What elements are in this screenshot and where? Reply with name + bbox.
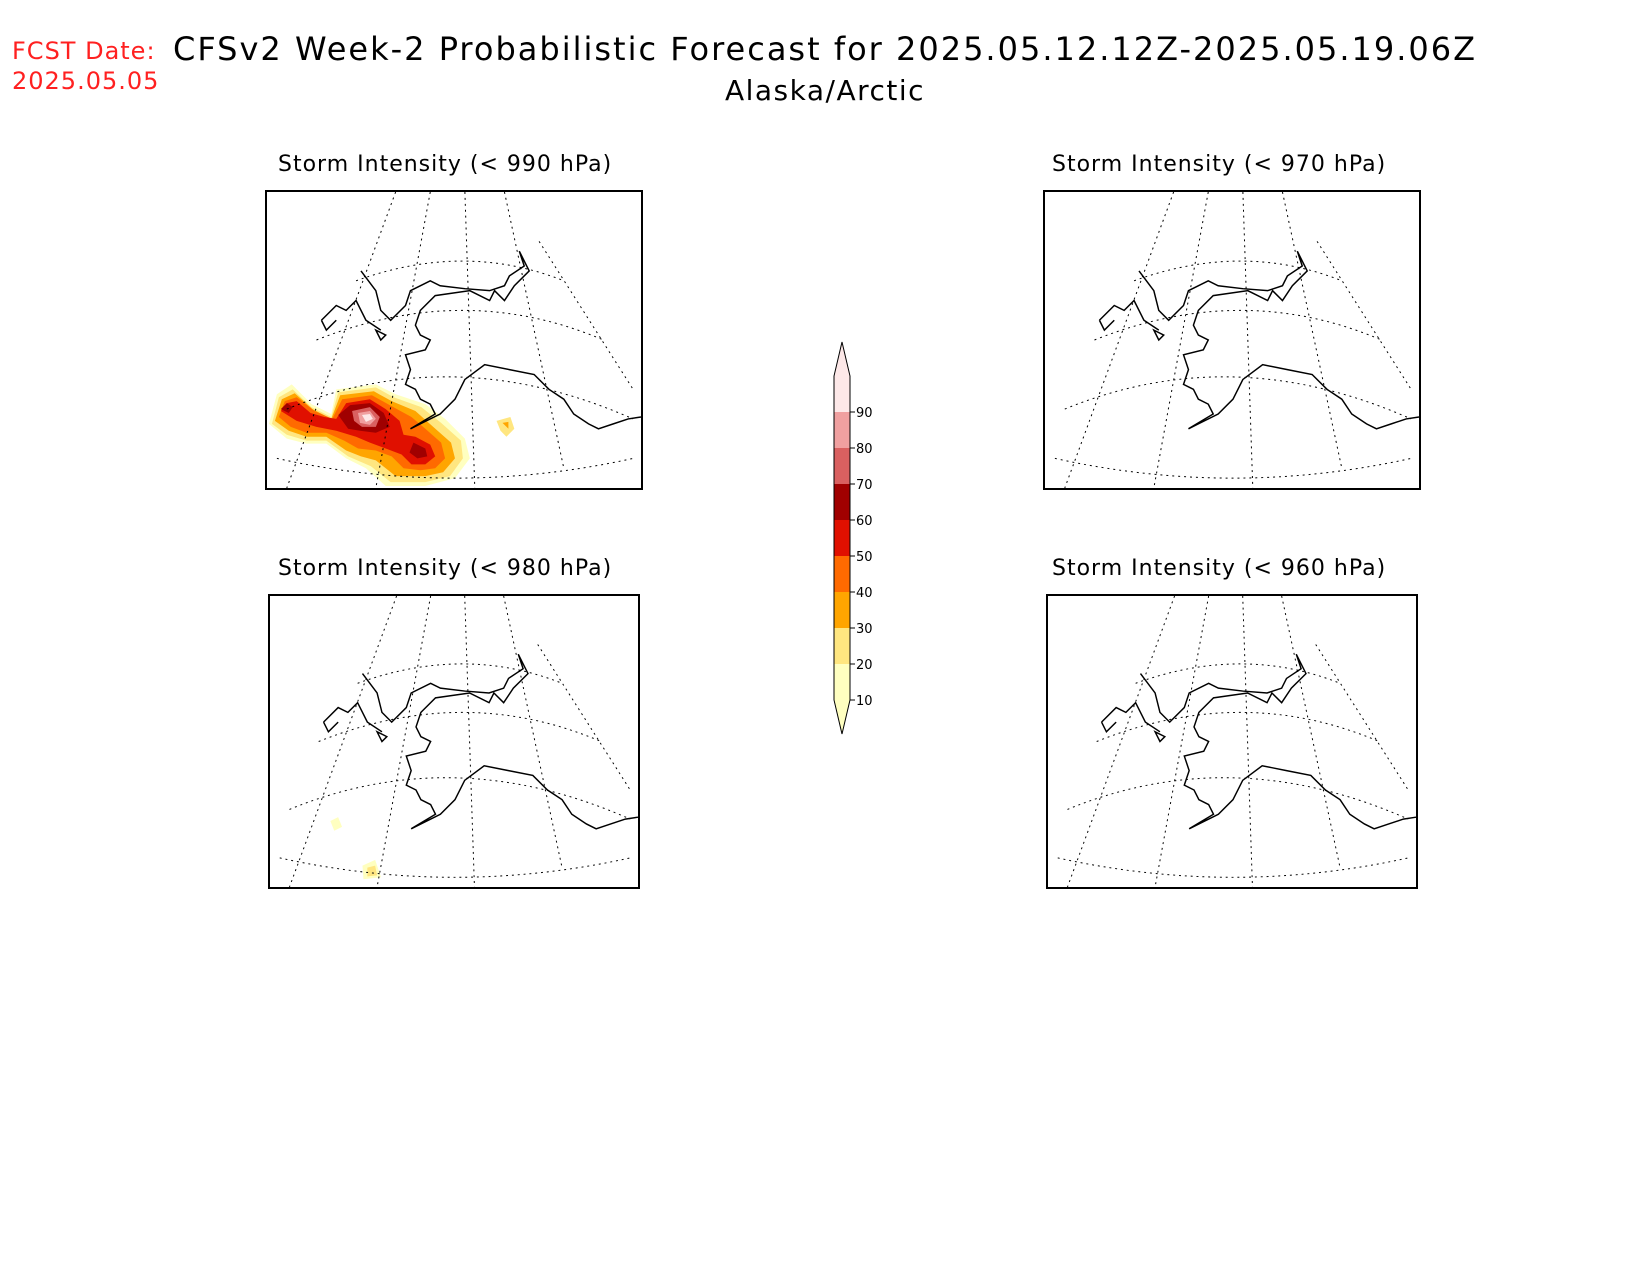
panel-title-960: Storm Intensity (< 960 hPa)	[1052, 556, 1387, 581]
coastline	[1098, 250, 1419, 430]
colorbar-label-90: 90	[856, 406, 873, 421]
colorbar-label-40: 40	[856, 586, 873, 601]
fcst-date-value: 2025.05.05	[12, 67, 160, 95]
prob-90	[361, 414, 373, 422]
panel-title-990: Storm Intensity (< 990 hPa)	[278, 152, 613, 177]
map-svg-970	[1054, 192, 1419, 488]
map-panel-970	[1043, 190, 1421, 490]
coastline	[322, 653, 638, 830]
map-panel-980	[268, 594, 640, 889]
page-subtitle: Alaska/Arctic	[724, 74, 926, 107]
graticule	[279, 596, 631, 887]
shading-layer	[268, 384, 515, 487]
colorbar-box-2	[834, 592, 850, 628]
colorbar-label-20: 20	[856, 658, 873, 673]
prob-20-east	[496, 416, 515, 437]
panel-title-980: Storm Intensity (< 980 hPa)	[278, 556, 613, 581]
map-panel-990	[265, 190, 643, 490]
map-base-990	[276, 192, 641, 488]
colorbar-box-4	[834, 520, 850, 556]
map-panel-960	[1046, 594, 1418, 889]
colorbar-label-80: 80	[856, 442, 873, 457]
graticule	[276, 192, 634, 488]
colorbar-box-6	[834, 448, 850, 484]
page-title: CFSv2 Week-2 Probabilistic Forecast for …	[172, 30, 1478, 68]
colorbar-label-30: 30	[856, 622, 873, 637]
prob-30-east	[502, 421, 509, 429]
prob-20-south	[367, 865, 378, 877]
graticule	[1054, 192, 1412, 488]
fcst-date-label: FCST Date:	[12, 37, 156, 65]
map-svg-960	[1057, 596, 1416, 887]
colorbar-box-3	[834, 556, 850, 592]
colorbar-label-50: 50	[856, 550, 873, 565]
colorbar-label-10: 10	[856, 694, 873, 709]
panel-title-970: Storm Intensity (< 970 hPa)	[1052, 152, 1387, 177]
colorbar-box-0	[834, 664, 850, 700]
colorbar-box-5	[834, 484, 850, 520]
coastline	[1100, 653, 1416, 830]
colorbar-label-70: 70	[856, 478, 873, 493]
colorbar-box-7	[834, 412, 850, 448]
coastline	[320, 250, 641, 430]
prob-10-west	[330, 817, 343, 831]
graticule	[1057, 596, 1409, 887]
colorbar-low-arrow	[834, 700, 850, 734]
colorbar: 10 20 30 40 50 60 70 80 90	[826, 336, 896, 740]
colorbar-box-8	[834, 376, 850, 412]
map-svg-980	[279, 596, 638, 887]
fcst-date-block: FCST Date: 2025.05.05	[12, 36, 159, 96]
colorbar-outline	[833, 341, 851, 735]
colorbar-box-1	[834, 628, 850, 664]
colorbar-svg: 10 20 30 40 50 60 70 80 90	[833, 341, 873, 735]
map-svg-990	[268, 192, 641, 488]
page-title-block: CFSv2 Week-2 Probabilistic Forecast for …	[0, 30, 1650, 107]
colorbar-high-arrow	[834, 342, 850, 376]
colorbar-label-60: 60	[856, 514, 873, 529]
prob-50	[280, 399, 436, 465]
